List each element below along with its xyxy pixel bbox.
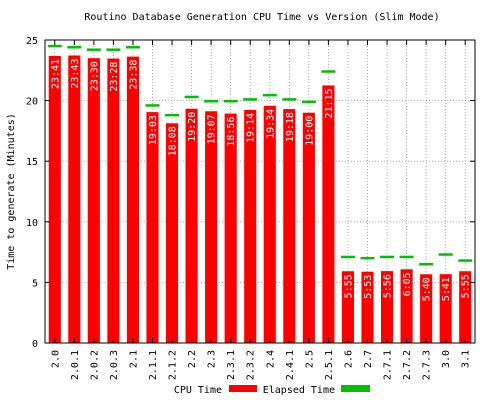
- x-tick-label: 2.4: [265, 350, 276, 368]
- bar-cpu-time: [420, 274, 433, 343]
- bar-cpu-time: [459, 271, 472, 343]
- y-tick-label: 20: [26, 97, 38, 108]
- bar-cpu-time: [165, 123, 179, 343]
- bar-cpu-time: [361, 271, 374, 343]
- bar-value-label: 19:14: [246, 113, 257, 143]
- bar-value-label: 18:08: [168, 126, 179, 156]
- y-tick-label: 25: [26, 36, 38, 47]
- x-tick-label: 3.1: [461, 350, 472, 368]
- legend-label-cpu-time: CPU Time: [174, 385, 222, 396]
- x-tick-label: 2.5: [304, 350, 315, 368]
- bar-cpu-time: [107, 58, 120, 343]
- bar-cpu-time: [205, 111, 218, 344]
- y-tick-label: 0: [32, 339, 38, 350]
- bar-value-label: 5:56: [383, 274, 394, 298]
- x-tick-label: 2.0.3: [109, 350, 120, 380]
- bar-value-label: 23:28: [109, 62, 120, 92]
- y-tick-label: 5: [32, 278, 38, 289]
- x-tick-label: 2.7.2: [402, 350, 413, 380]
- x-tick-label: 2.7.3: [422, 350, 433, 380]
- x-tick-label: 2.0.1: [70, 350, 81, 380]
- bar-value-label: 23:38: [128, 60, 139, 90]
- bar-value-label: 5:40: [422, 277, 433, 301]
- x-tick-label: 2.1: [128, 350, 139, 368]
- bar-cpu-time: [400, 269, 413, 343]
- x-tick-label: 2.1.2: [168, 350, 179, 380]
- bar-cpu-time: [263, 105, 276, 343]
- bar-value-label: 6:05: [402, 272, 413, 296]
- markers: [47, 44, 473, 266]
- y-tick-label: 15: [26, 157, 38, 168]
- bar-cpu-time: [126, 56, 140, 343]
- x-tick-label: 2.3.2: [246, 350, 257, 380]
- bar-value-label: 5:41: [441, 277, 452, 301]
- bar-cpu-time: [48, 55, 61, 343]
- legend-swatch-cpu-time: [229, 385, 257, 392]
- x-tick-label: 2.5.1: [324, 350, 335, 380]
- x-tick-label: 2.4.1: [285, 350, 296, 380]
- bar-cpu-time: [244, 109, 257, 343]
- x-tick-label: 2.0: [50, 350, 61, 368]
- bar-value-label: 19:00: [304, 116, 315, 146]
- x-tick-label: 2.6: [343, 350, 354, 368]
- x-tick-label: 2.7: [363, 350, 374, 368]
- legend-swatch-elapsed-time: [341, 385, 370, 392]
- x-tick-label: 2.0.2: [89, 350, 100, 380]
- chart-title: Routino Database Generation CPU Time vs …: [84, 12, 439, 23]
- x-tick-label: 2.3.1: [226, 350, 237, 380]
- bar-cpu-time: [283, 109, 296, 343]
- bar-cpu-time: [185, 108, 198, 343]
- bar-cpu-time: [439, 274, 452, 343]
- bar-value-label: 18:56: [226, 117, 237, 147]
- x-tick-label: 2.1.1: [148, 350, 159, 380]
- x-tick-label: 2.2: [187, 350, 198, 368]
- bar-value-label: 23:41: [50, 59, 61, 89]
- bar-labels: 23:41 23:43 23:30 23:28 23:38 19:03 18:08 19:20…: [50, 59, 471, 302]
- bar-cpu-time: [224, 113, 237, 344]
- bar-value-label: 5:53: [363, 275, 374, 299]
- y-tick-label: 10: [26, 218, 38, 229]
- bar-cpu-time: [341, 271, 355, 343]
- bar-cpu-time: [380, 271, 394, 343]
- bar-value-label: 19:20: [187, 112, 198, 142]
- x-tick-label: 2.7.1: [383, 350, 394, 380]
- bar-cpu-time: [68, 55, 81, 343]
- bar-value-label: 5:55: [461, 274, 472, 298]
- bar-value-label: 23:43: [70, 59, 81, 89]
- x-tick-label: 2.3: [207, 350, 218, 368]
- bar-value-label: 23:30: [89, 61, 100, 91]
- bar-value-label: 19:07: [207, 114, 218, 144]
- bar-cpu-time: [87, 58, 100, 344]
- bar-cpu-time: [322, 85, 335, 343]
- legend-label-elapsed-time: Elapsed Time: [263, 385, 335, 396]
- legend: CPU Time Elapsed Time: [174, 385, 370, 396]
- bar-value-label: 19:18: [285, 112, 296, 142]
- bar-value-label: 21:15: [324, 88, 335, 118]
- y-axis-label: Time to generate (Minutes): [6, 113, 17, 270]
- bar-cpu-time: [146, 112, 159, 343]
- axes: 0 5 10 15 20 25 2.0 2.0.1 2.0.2 2.0.3 2.1 2.1.1 2.1.…: [26, 36, 475, 380]
- bar-value-label: 19:03: [148, 115, 159, 145]
- bar-cpu-time: [302, 112, 315, 343]
- plot-border: [44, 39, 476, 344]
- bars: [48, 55, 472, 344]
- x-tick-label: 3.0: [441, 350, 452, 368]
- bar-value-label: 19:34: [265, 109, 276, 139]
- bar-value-label: 5:55: [343, 274, 354, 298]
